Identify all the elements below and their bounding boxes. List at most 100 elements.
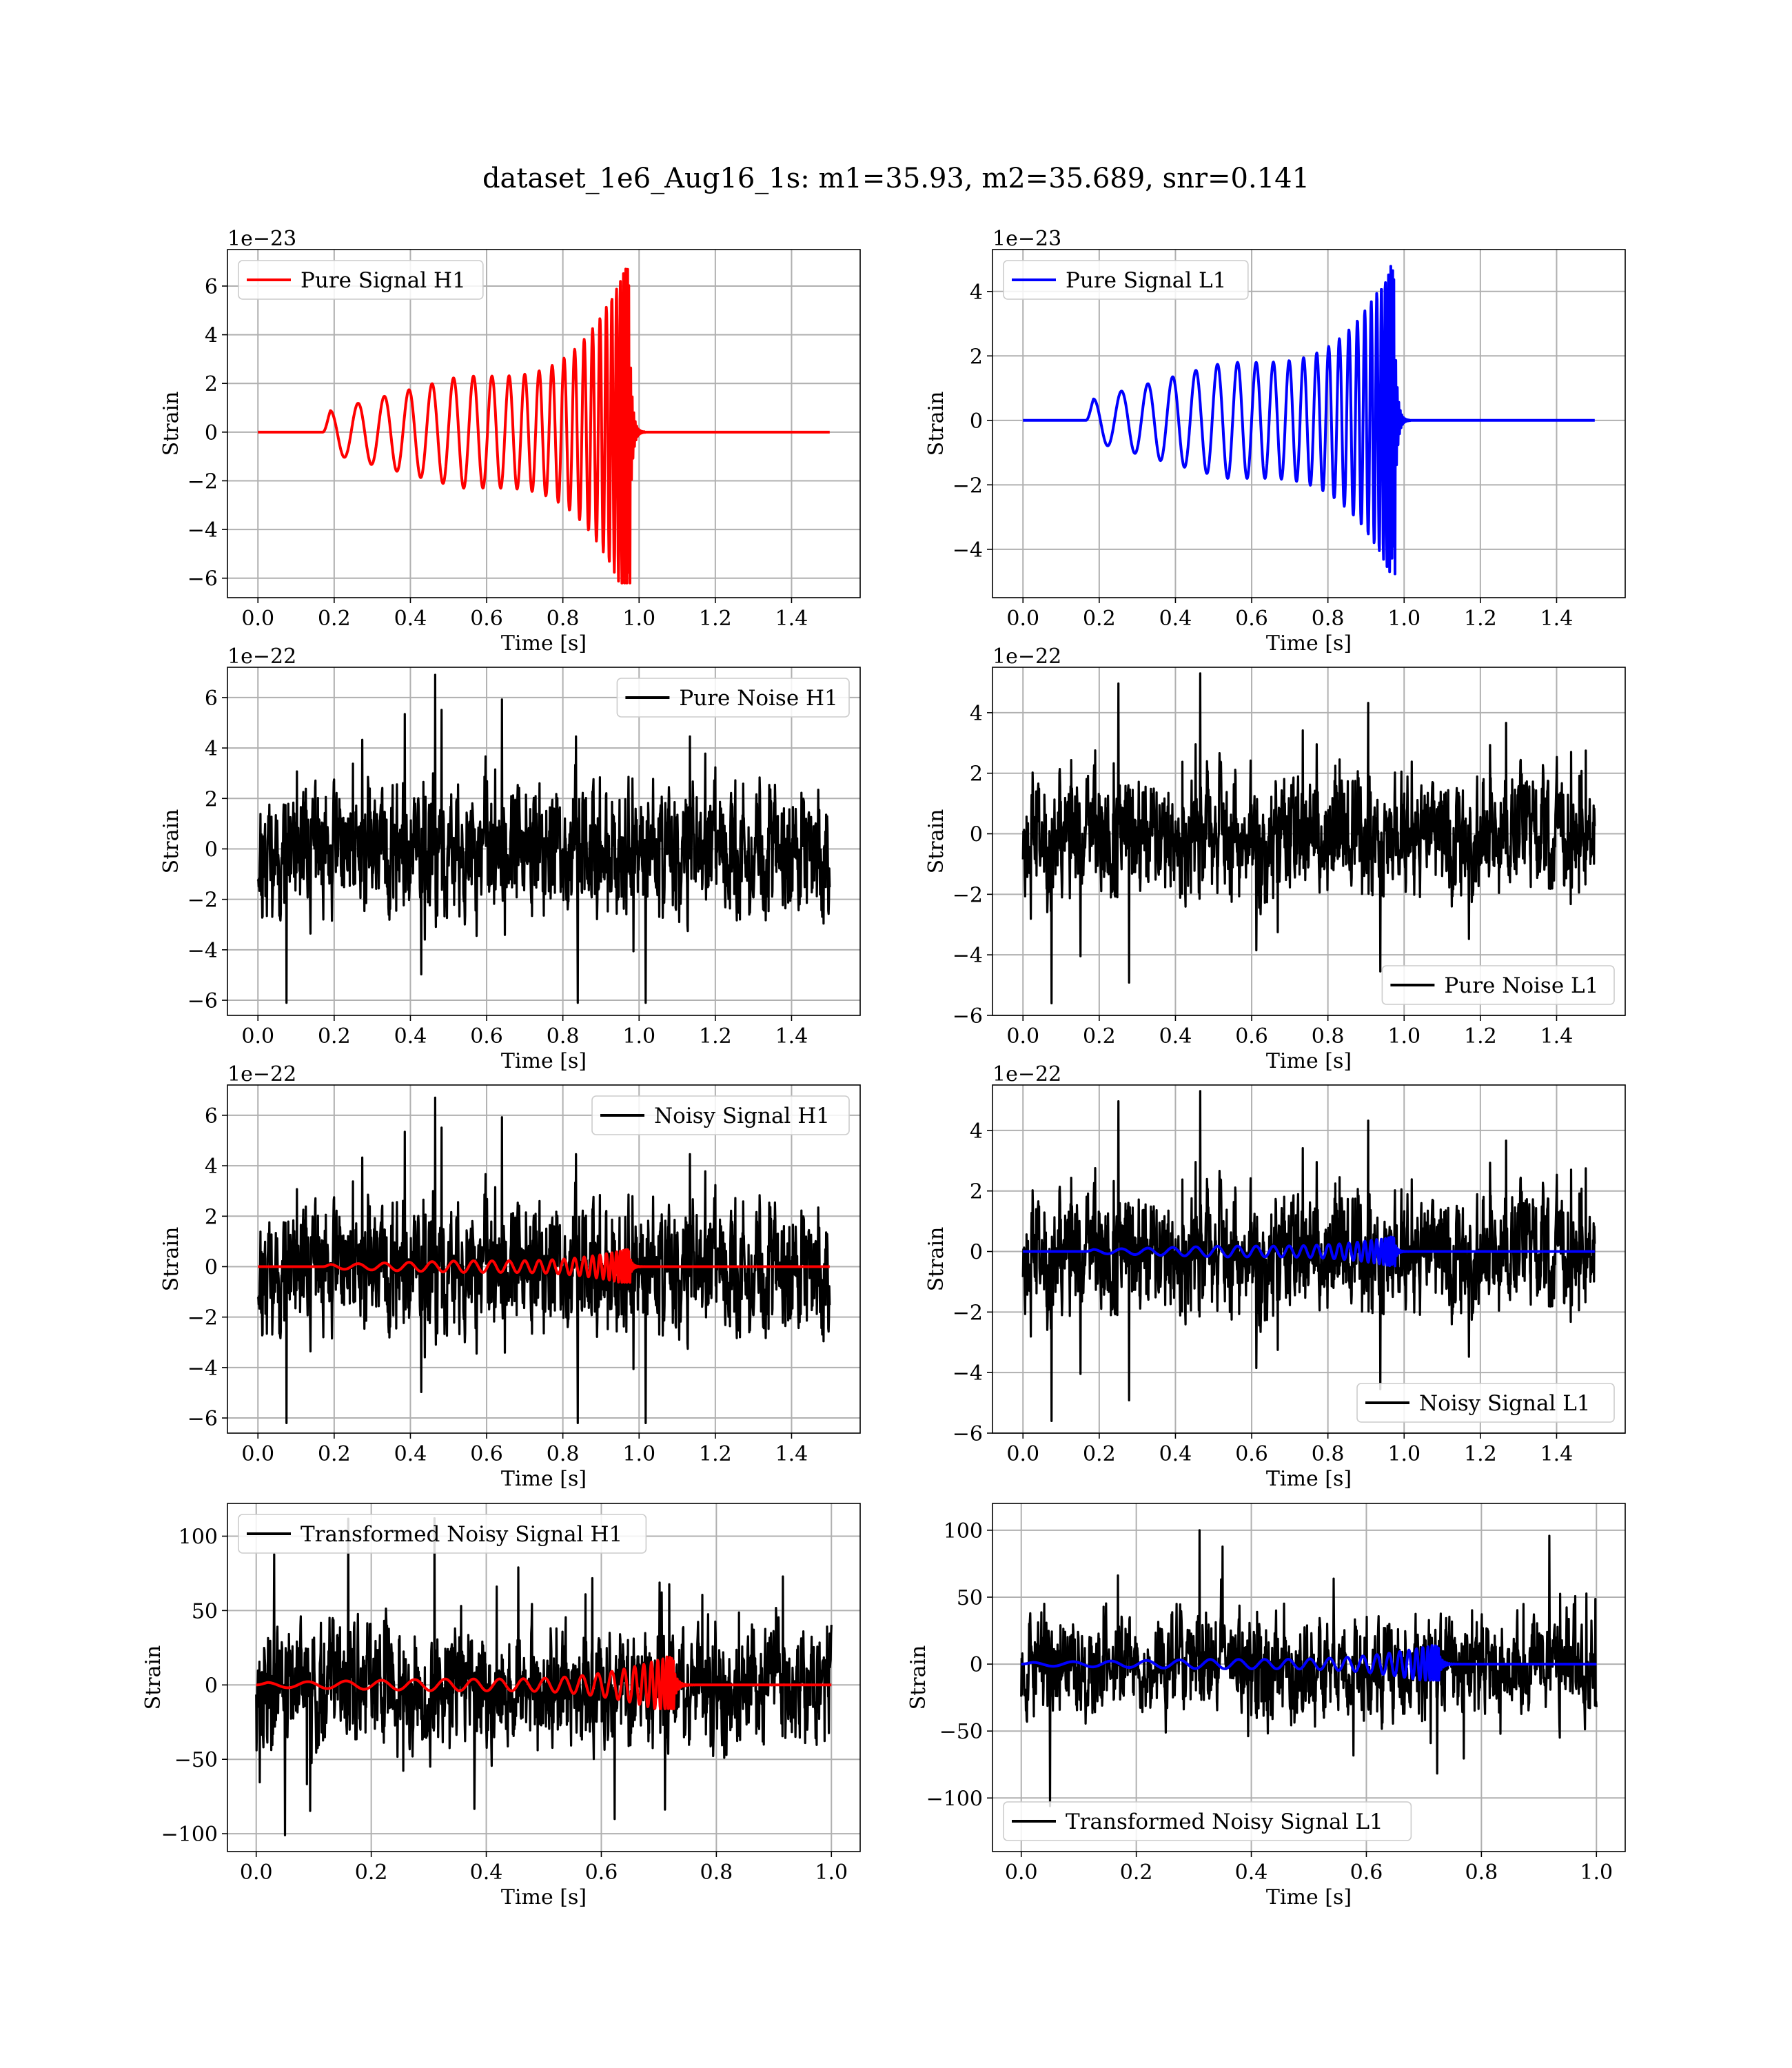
axes-frame xyxy=(992,249,1626,598)
legend-box xyxy=(591,1095,850,1135)
y-axis-label: Strain xyxy=(159,1227,183,1292)
offset-text: 1e−22 xyxy=(992,1062,1061,1086)
series-line-noise xyxy=(1020,1529,1598,1807)
x-tick-label: 1.2 xyxy=(1464,607,1497,631)
y-tick-label: 2 xyxy=(970,762,983,787)
y-tick-label: 100 xyxy=(944,1519,983,1543)
y-tick-label: 0 xyxy=(205,1255,218,1279)
legend-box xyxy=(1003,260,1249,300)
legend-label: Noisy Signal L1 xyxy=(1419,1391,1591,1416)
x-axis-label: Time [s] xyxy=(1266,1049,1352,1073)
x-tick-label: 1.4 xyxy=(1540,607,1574,631)
x-tick-label: 0.2 xyxy=(318,1442,351,1466)
y-axis-label: Strain xyxy=(924,392,948,456)
x-tick-label: 1.0 xyxy=(622,1442,655,1466)
x-tick-label: 0.6 xyxy=(470,1024,503,1048)
series-line-noise xyxy=(255,1517,833,1836)
y-tick-label: −4 xyxy=(187,939,218,963)
x-tick-label: 0.4 xyxy=(394,1442,427,1466)
series-line-signal-h1 xyxy=(256,1248,831,1284)
y-axis-label: Strain xyxy=(141,1645,165,1710)
x-axis-label: Time [s] xyxy=(501,1885,587,1909)
x-tick-label: 0.0 xyxy=(241,1442,274,1466)
figure-title: dataset_1e6_Aug16_1s: m1=35.93, m2=35.68… xyxy=(482,163,1310,194)
legend: Pure Signal H1 xyxy=(238,260,484,300)
y-tick-label: 2 xyxy=(970,1180,983,1204)
x-tick-label: 0.8 xyxy=(1312,1024,1345,1048)
y-tick-label: 50 xyxy=(957,1586,983,1610)
axes-frame xyxy=(227,667,861,1016)
panel-transformed-noisy-signal-h1: 0.0 0.2 0.4 0.6 0.8 1.0 −100 −50 0 50 100 Time [s] S… xyxy=(141,1503,861,1909)
x-tick-label: 0.2 xyxy=(1083,1442,1116,1466)
x-tick-label: 1.2 xyxy=(1464,1024,1497,1048)
x-tick-label: 0.6 xyxy=(470,1442,503,1466)
legend-label: Pure Signal H1 xyxy=(301,268,466,293)
x-tick-label: 0.8 xyxy=(547,1024,580,1048)
x-tick-label: 0.6 xyxy=(470,607,503,631)
y-tick-label: −2 xyxy=(953,883,983,907)
offset-text: 1e−22 xyxy=(992,645,1061,669)
x-tick-label: 0.4 xyxy=(1159,1024,1192,1048)
x-tick-label: 0.0 xyxy=(241,607,274,631)
legend: Pure Noise L1 xyxy=(1381,965,1615,1005)
y-tick-label: −2 xyxy=(953,474,983,498)
x-axis-label: Time [s] xyxy=(1266,631,1352,656)
y-tick-label: 0 xyxy=(970,1241,983,1265)
legend: Noisy Signal H1 xyxy=(591,1095,850,1135)
y-tick-label: −6 xyxy=(953,1004,983,1028)
x-tick-label: 0.0 xyxy=(1006,1442,1039,1466)
y-tick-label: 0 xyxy=(970,823,983,847)
x-tick-label: 1.0 xyxy=(1387,607,1421,631)
x-tick-label: 0.2 xyxy=(355,1861,388,1885)
y-tick-label: −2 xyxy=(187,469,218,494)
legend-label: Transformed Noisy Signal L1 xyxy=(1066,1810,1383,1834)
y-tick-label: 0 xyxy=(205,421,218,445)
panel-pure-noise-l1: 0.0 0.2 0.4 0.6 0.8 1.0 1.2 1.4 −6 −4 −2 0 2 4 Time [s… xyxy=(924,645,1626,1073)
x-tick-label: 0.2 xyxy=(318,1024,351,1048)
y-tick-label: 4 xyxy=(205,737,218,761)
x-tick-label: 0.6 xyxy=(1235,1024,1268,1048)
legend: Pure Noise H1 xyxy=(616,678,850,718)
x-tick-label: 1.0 xyxy=(622,607,655,631)
y-tick-label: −2 xyxy=(953,1301,983,1325)
y-tick-label: 0 xyxy=(970,409,983,434)
y-axis-label: Strain xyxy=(159,392,183,456)
panel-noisy-signal-h1: 0.0 0.2 0.4 0.6 0.8 1.0 1.2 1.4 −6 −4 −2 0 2 4 6 Time [… xyxy=(159,1062,861,1491)
x-tick-label: 0.0 xyxy=(240,1861,273,1885)
series-line-noise xyxy=(256,1096,831,1424)
legend-box xyxy=(1003,1801,1412,1841)
x-axis-label: Time [s] xyxy=(1266,1467,1352,1491)
x-tick-label: 1.4 xyxy=(775,607,808,631)
y-tick-label: 2 xyxy=(205,372,218,396)
y-tick-label: 0 xyxy=(970,1653,983,1677)
x-tick-label: 1.0 xyxy=(1580,1861,1613,1885)
axes-frame xyxy=(227,1084,861,1434)
y-tick-label: −2 xyxy=(187,889,218,913)
x-tick-label: 0.6 xyxy=(1235,1442,1268,1466)
offset-text: 1e−22 xyxy=(227,645,296,669)
offset-text: 1e−22 xyxy=(227,1062,296,1086)
y-axis-label: Strain xyxy=(906,1645,930,1710)
y-tick-label: 6 xyxy=(205,687,218,711)
legend-box xyxy=(1381,965,1615,1005)
y-axis-label: Strain xyxy=(924,809,948,874)
y-tick-label: −4 xyxy=(187,1357,218,1381)
y-tick-label: −6 xyxy=(187,989,218,1013)
y-tick-label: 2 xyxy=(205,787,218,811)
legend: Noisy Signal L1 xyxy=(1356,1383,1615,1423)
x-tick-label: 0.0 xyxy=(1006,1024,1039,1048)
x-tick-label: 0.6 xyxy=(1350,1861,1383,1885)
x-tick-label: 1.4 xyxy=(1540,1442,1574,1466)
x-axis-label: Time [s] xyxy=(501,631,587,656)
y-tick-label: −4 xyxy=(953,944,983,968)
y-tick-label: −4 xyxy=(953,538,983,562)
legend-label: Pure Signal L1 xyxy=(1066,268,1226,293)
x-tick-label: 0.4 xyxy=(1159,1442,1192,1466)
legend-box xyxy=(1356,1383,1615,1423)
panel-pure-signal-l1: 0.0 0.2 0.4 0.6 0.8 1.0 1.2 1.4 −4 −2 0 2 4 Time [s] S… xyxy=(924,227,1626,656)
x-tick-label: 0.0 xyxy=(1006,607,1039,631)
series-line-signal-h1 xyxy=(255,1655,833,1710)
y-tick-label: −2 xyxy=(187,1306,218,1330)
x-axis-label: Time [s] xyxy=(501,1049,587,1073)
